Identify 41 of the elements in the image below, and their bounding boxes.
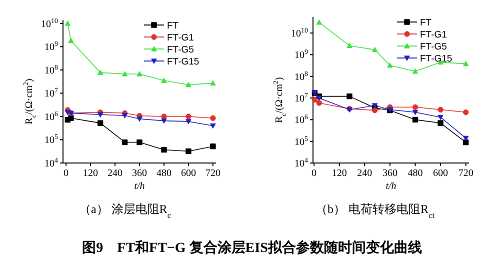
x-tick-label: 120 (83, 168, 98, 179)
text: （a） 涂层电阻R$_{c}$ (78, 202, 172, 220)
legend-label: FT-G15 (420, 54, 452, 64)
x-tick-label: 120 (332, 168, 347, 179)
x-tick-label: 0 (64, 168, 69, 179)
x-tick-label: 720 (458, 168, 474, 179)
legend-label: FT (167, 20, 179, 32)
x-tick-label: 360 (132, 168, 147, 179)
x-tick-label: 600 (433, 168, 448, 179)
x-tick-label: 480 (156, 168, 172, 179)
legend-label: FT-G1 (167, 32, 194, 44)
legend-label: FT-G1 (420, 30, 447, 40)
y-tick-label: 10$^{6}$ (294, 113, 308, 126)
y-tick-label: 10$^{8}$ (294, 70, 308, 83)
y-tick-label: 10$^{6}$ (44, 110, 58, 123)
x-tick-label: 480 (408, 168, 423, 179)
y-tick-label: 10$^{7}$ (44, 86, 58, 100)
y-tick-label: 10$^{5}$ (294, 134, 308, 148)
x-tick-label: 600 (180, 168, 196, 179)
x-axis-title: t/h (134, 181, 145, 192)
legend-label: FT-G5 (167, 44, 194, 56)
y-tick-label: 10$^{10}$ (291, 26, 308, 40)
legend-label: FT-G5 (420, 42, 447, 52)
x-tick-label: 240 (357, 168, 372, 179)
y-tick-label: 10$^{10}$ (41, 16, 58, 30)
y-tick-label: 10$^{7}$ (294, 92, 308, 105)
x-tick-label: 360 (382, 168, 398, 179)
legend-label: FT (420, 18, 432, 28)
y-tick-label: 10$^{4}$ (294, 156, 308, 170)
legend-label: FT-G15 (167, 56, 200, 68)
y-tick-label: 10$^{9}$ (294, 48, 308, 62)
text: （b） 电荷转移电阻R$_{ct}$ (315, 202, 436, 220)
y-tick-label: 10$^{9}$ (44, 40, 58, 54)
x-tick-label: 240 (108, 168, 123, 179)
x-axis-title: t/h (386, 181, 396, 192)
x-tick-label: 720 (205, 168, 220, 179)
x-tick-label: 0 (312, 168, 317, 179)
y-tick-label: 10$^{8}$ (44, 63, 58, 76)
caption: 图9 FT和FT−G 复合涂层EIS拟合参数随时间变化曲线 (82, 239, 422, 256)
y-tick-label: 10$^{4}$ (44, 156, 58, 170)
y-tick-label: 10$^{5}$ (44, 133, 58, 146)
